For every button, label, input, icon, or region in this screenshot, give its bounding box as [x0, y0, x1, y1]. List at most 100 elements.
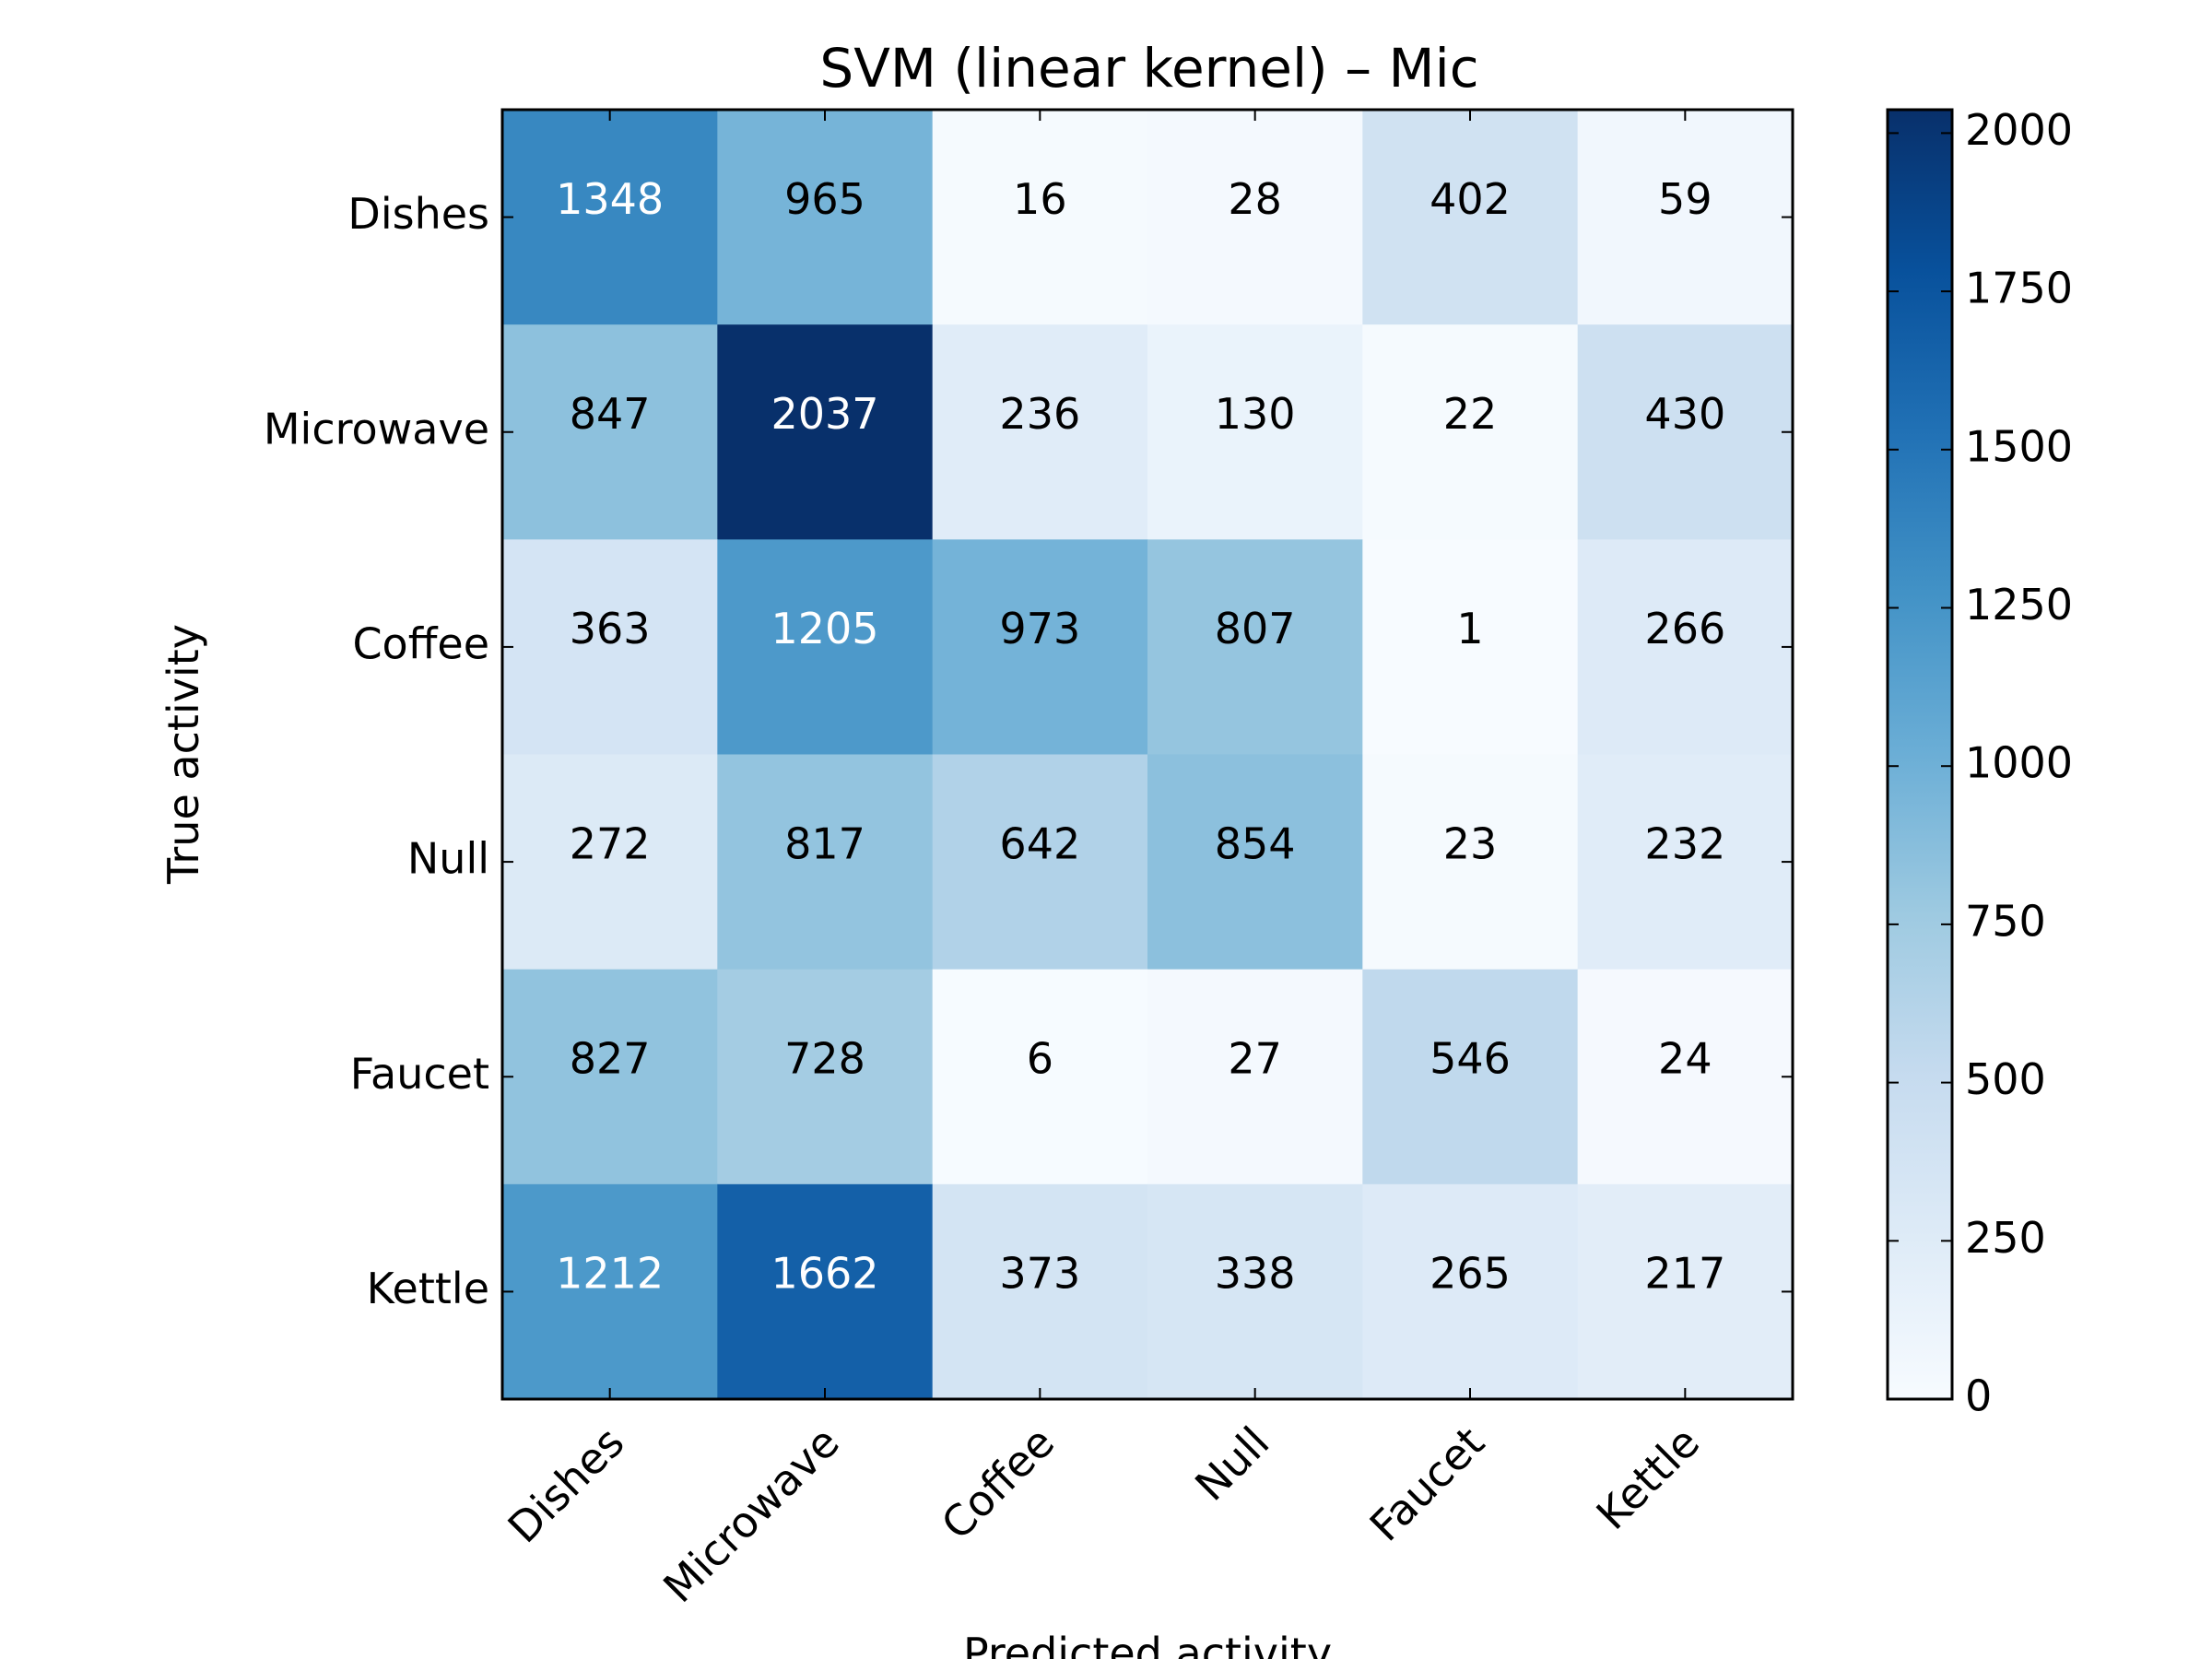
heatmap-cell	[717, 754, 934, 971]
heatmap-cell	[717, 110, 934, 325]
heatmap-cell	[932, 1183, 1148, 1400]
cell-value-label: 28	[1228, 174, 1282, 224]
heatmap-cell	[1147, 969, 1363, 1185]
cell-value-label: 16	[1013, 174, 1067, 224]
cell-value-label: 2037	[771, 389, 878, 439]
cell-value-label: 23	[1443, 818, 1498, 868]
heatmap-cell	[1362, 324, 1579, 540]
heatmap-cell	[1362, 539, 1579, 755]
cell-value-label: 642	[999, 818, 1080, 868]
heatmap-cell	[1362, 754, 1579, 971]
cell-value-label: 402	[1430, 174, 1511, 224]
heatmap-cell	[1362, 1183, 1579, 1400]
heatmap-cell	[1147, 324, 1363, 540]
cell-value-label: 266	[1644, 604, 1725, 653]
cell-value-label: 217	[1644, 1249, 1725, 1299]
cell-value-label: 854	[1215, 818, 1296, 868]
cell-value-label: 807	[1215, 604, 1296, 653]
heatmap-cell	[1147, 539, 1363, 755]
heatmap-cell	[1577, 969, 1794, 1185]
cell-value-label: 1205	[771, 604, 878, 653]
heatmap-cell	[717, 969, 934, 1185]
heatmap-cell	[502, 324, 718, 540]
colorbar-tick-label: 1000	[1965, 738, 2073, 788]
cell-value-label: 24	[1658, 1033, 1712, 1083]
heatmap-cell	[502, 969, 718, 1185]
plot-frame	[500, 108, 1794, 1401]
y-tick-label: Null	[407, 834, 489, 884]
y-axis-ticks: Dishes Microwave Coffee Null Faucet Kettle	[264, 189, 1793, 1313]
cell-value-label: 363	[570, 604, 651, 653]
cell-value-label: 6	[1027, 1033, 1053, 1083]
cell-value-label: 272	[570, 818, 651, 868]
heatmap-cell	[502, 539, 718, 755]
cell-value-label: 1662	[771, 1249, 878, 1299]
cell-value-label: 847	[570, 389, 651, 439]
x-axis-label: Predicted activity	[963, 1629, 1332, 1659]
heatmap-cell	[932, 539, 1148, 755]
x-tick-label: Null	[1185, 1418, 1278, 1511]
cell-value-label: 236	[999, 389, 1080, 439]
colorbar-tick-label: 750	[1965, 896, 2046, 946]
heatmap-cell	[1147, 110, 1363, 325]
x-tick-label: Dishes	[499, 1418, 634, 1553]
y-tick-label: Dishes	[347, 189, 489, 239]
heatmap-cell	[932, 110, 1148, 325]
y-tick-label: Coffee	[352, 618, 489, 668]
colorbar-tick-label: 500	[1965, 1054, 2046, 1104]
heatmap-cell	[1577, 1183, 1794, 1400]
cell-value-label: 27	[1228, 1033, 1282, 1083]
heatmap-cell	[932, 324, 1148, 540]
cell-value-label: 1212	[556, 1249, 664, 1299]
colorbar-tick-label: 1500	[1965, 421, 2073, 471]
heatmap-cell	[502, 1183, 718, 1400]
cell-value-label: 373	[999, 1249, 1080, 1299]
heatmap-cell	[1362, 110, 1579, 325]
heatmap-cell	[1577, 324, 1794, 540]
heatmap-cell	[502, 754, 718, 971]
heatmap-cell	[932, 969, 1148, 1185]
colorbar-ticks: 0 250 500 750 1000 1250 1500 1750 2000	[1888, 105, 2073, 1421]
colorbar-tick-label: 1750	[1965, 264, 2073, 313]
heatmap-cell	[717, 1183, 934, 1400]
cell-value-label: 728	[784, 1033, 865, 1083]
heatmap-cell	[717, 324, 934, 540]
y-tick-label: Microwave	[264, 404, 489, 453]
heatmap-cell	[1147, 754, 1363, 971]
cell-value-label: 827	[570, 1033, 651, 1083]
cell-value-label: 338	[1215, 1249, 1296, 1299]
heatmap-cell	[1577, 539, 1794, 755]
colorbar-tick-label: 1250	[1965, 580, 2073, 629]
heatmap-cells	[502, 110, 1794, 1400]
heatmap-cell	[717, 539, 934, 755]
x-tick-label: Faucet	[1360, 1418, 1494, 1551]
colorbar	[1886, 108, 1954, 1401]
heatmap-cell	[1577, 754, 1794, 971]
colorbar-tick-label: 250	[1965, 1213, 2046, 1263]
heatmap-cell	[502, 110, 718, 325]
colorbar-tick-label: 0	[1965, 1371, 1992, 1421]
y-tick-label: Kettle	[367, 1264, 489, 1313]
cell-value-label: 22	[1443, 389, 1498, 439]
x-tick-label: Coffee	[932, 1418, 1064, 1549]
cell-value-label: 546	[1430, 1033, 1511, 1083]
y-tick-label: Faucet	[350, 1049, 489, 1099]
cell-value-label: 817	[784, 818, 865, 868]
heatmap-cell	[1362, 969, 1579, 1185]
heatmap-cell	[1577, 110, 1794, 325]
cell-value-label: 1348	[556, 174, 664, 224]
cell-value-label: 130	[1215, 389, 1296, 439]
y-axis-label: True activity	[159, 624, 208, 885]
colorbar-tick-label: 2000	[1965, 105, 2073, 155]
heatmap-cell	[932, 754, 1148, 971]
cell-value-label: 232	[1644, 818, 1725, 868]
cell-value-label: 59	[1658, 174, 1712, 224]
cell-value-label: 973	[999, 604, 1080, 653]
x-tick-label: Microwave	[653, 1418, 849, 1613]
cell-value-label: 265	[1430, 1249, 1511, 1299]
heatmap-cell	[1147, 1183, 1363, 1400]
cell-value-label: 1	[1456, 604, 1483, 653]
x-tick-label: Kettle	[1587, 1418, 1709, 1539]
